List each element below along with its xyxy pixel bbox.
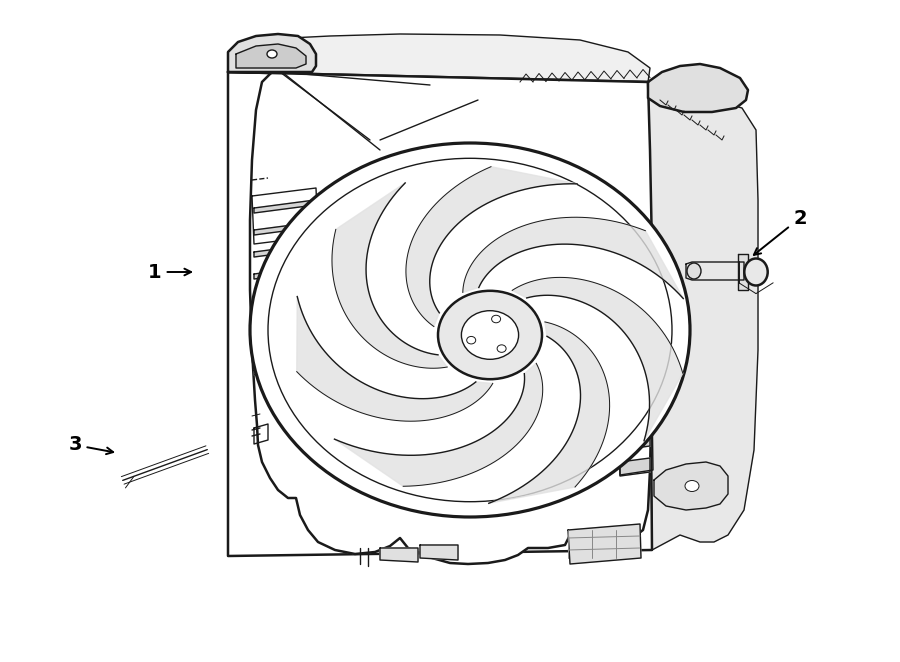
Polygon shape — [335, 363, 543, 487]
Ellipse shape — [467, 336, 476, 344]
Polygon shape — [236, 44, 306, 68]
Ellipse shape — [462, 310, 518, 359]
Polygon shape — [254, 222, 315, 235]
Polygon shape — [406, 167, 577, 326]
Polygon shape — [420, 545, 458, 560]
Polygon shape — [489, 322, 609, 503]
Text: 3: 3 — [68, 436, 113, 455]
Polygon shape — [380, 548, 418, 562]
Polygon shape — [254, 318, 315, 331]
Polygon shape — [254, 288, 315, 301]
Polygon shape — [648, 82, 758, 550]
Polygon shape — [332, 183, 447, 368]
Ellipse shape — [497, 345, 506, 352]
Polygon shape — [228, 72, 652, 556]
Polygon shape — [686, 262, 744, 280]
Ellipse shape — [267, 50, 277, 58]
Polygon shape — [620, 432, 650, 450]
Text: 2: 2 — [754, 209, 806, 255]
Polygon shape — [654, 462, 728, 510]
Ellipse shape — [685, 481, 699, 491]
Polygon shape — [463, 217, 683, 299]
Ellipse shape — [744, 258, 768, 285]
Polygon shape — [228, 72, 652, 564]
Ellipse shape — [250, 143, 690, 517]
Polygon shape — [254, 244, 315, 257]
Polygon shape — [254, 266, 315, 279]
Polygon shape — [254, 340, 315, 353]
Polygon shape — [228, 34, 316, 72]
Polygon shape — [648, 64, 748, 112]
Polygon shape — [254, 362, 315, 375]
Ellipse shape — [438, 291, 542, 379]
Polygon shape — [254, 310, 315, 323]
Polygon shape — [620, 458, 650, 476]
Polygon shape — [228, 34, 650, 82]
Ellipse shape — [687, 263, 701, 279]
Polygon shape — [738, 254, 748, 290]
Polygon shape — [568, 524, 641, 564]
Text: 1: 1 — [148, 263, 191, 281]
Ellipse shape — [491, 315, 500, 323]
Polygon shape — [297, 297, 493, 421]
Polygon shape — [620, 406, 650, 424]
Polygon shape — [512, 277, 683, 441]
Polygon shape — [254, 200, 315, 213]
